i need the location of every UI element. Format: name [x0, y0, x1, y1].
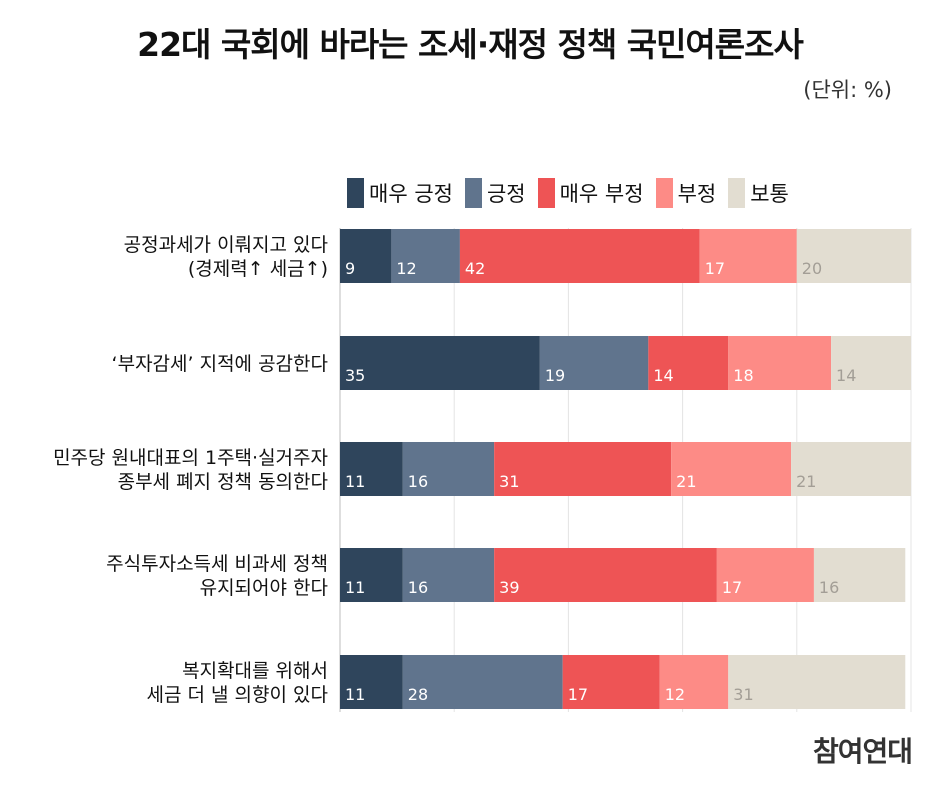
- bar-segment: [402, 655, 563, 709]
- data-label: 21: [796, 472, 816, 491]
- legend-swatch: [464, 178, 482, 208]
- legend-swatch: [728, 178, 746, 208]
- bar-segment: [791, 442, 911, 496]
- category-label: 주식투자소득세 비과세 정책: [106, 553, 328, 575]
- data-label: 42: [465, 259, 485, 278]
- bar-segment: [340, 336, 540, 390]
- data-label: 11: [345, 578, 365, 597]
- bar-segment: [402, 442, 495, 496]
- bar-segment: [831, 336, 911, 390]
- data-label: 11: [345, 472, 365, 491]
- bar-segment: [539, 336, 649, 390]
- bar-segment: [716, 548, 814, 602]
- legend-item: 보통: [728, 178, 789, 208]
- bar-segment: [340, 655, 403, 709]
- bar-segment: [728, 336, 832, 390]
- category-label: 공정과세가 이뤄지고 있다: [124, 234, 328, 256]
- category-label: ‘부자감세’ 지적에 공감한다: [112, 353, 328, 375]
- data-label: 16: [408, 578, 428, 597]
- data-label: 20: [802, 259, 822, 278]
- legend-label: 부정: [677, 182, 717, 206]
- bar-segment: [391, 229, 460, 283]
- category-label: 민주당 원내대표의 1주택·실거주자: [53, 447, 328, 469]
- legend-label: 긍정: [486, 182, 526, 206]
- data-label: 17: [705, 259, 725, 278]
- legend: 매우 긍정 긍정 매우 부정 부정 보통: [347, 178, 801, 208]
- bar-segment: [459, 229, 700, 283]
- bar-segment: [494, 548, 717, 602]
- legend-item: 매우 부정: [537, 178, 644, 208]
- data-label: 35: [345, 366, 365, 385]
- category-label: 종부세 폐지 정책 동의한다: [118, 471, 328, 493]
- data-label: 16: [819, 578, 839, 597]
- legend-swatch: [537, 178, 555, 208]
- bar-segment: [813, 548, 906, 602]
- data-label: 9: [345, 259, 355, 278]
- data-label: 19: [545, 366, 565, 385]
- data-label: 28: [408, 685, 428, 704]
- bar-segment: [340, 229, 392, 283]
- category-label: 유지되어야 한다: [200, 577, 328, 599]
- category-label: (경제력↑ 세금↑): [188, 258, 328, 280]
- legend-item: 부정: [655, 178, 717, 208]
- data-label: 18: [733, 366, 753, 385]
- bar-segment: [340, 548, 403, 602]
- legend-label: 보통: [750, 182, 789, 206]
- bar-segment: [659, 655, 729, 709]
- data-label: 39: [499, 578, 519, 597]
- data-label: 17: [568, 685, 588, 704]
- unit-label: (단위: %): [803, 78, 892, 102]
- legend-item: 매우 긍정: [347, 178, 453, 208]
- bar-segment: [648, 336, 729, 390]
- category-label: 복지확대를 위해서: [182, 660, 328, 682]
- bar-segment: [699, 229, 797, 283]
- data-label: 12: [396, 259, 416, 278]
- bar-segment: [494, 442, 672, 496]
- data-label: 31: [499, 472, 519, 491]
- data-label: 31: [733, 685, 753, 704]
- legend-label: 매우 긍정: [369, 182, 453, 206]
- category-label: 세금 더 낼 의향이 있다: [147, 684, 328, 706]
- legend-swatch: [347, 178, 364, 208]
- data-label: 11: [345, 685, 365, 704]
- bar-segment: [728, 655, 906, 709]
- bar-segment: [562, 655, 660, 709]
- data-label: 21: [676, 472, 696, 491]
- bar-segment: [796, 229, 911, 283]
- brand-logo: 참여연대: [812, 735, 913, 768]
- data-label: 16: [408, 472, 428, 491]
- chart-title: 22대 국회에 바라는 조세·재정 정책 국민여론조사: [137, 25, 804, 64]
- bar-segment: [671, 442, 792, 496]
- data-label: 17: [722, 578, 742, 597]
- legend-swatch: [655, 178, 673, 208]
- data-label: 12: [665, 685, 685, 704]
- bar-segment: [340, 442, 403, 496]
- legend-label: 매우 부정: [559, 182, 644, 206]
- data-label: 14: [653, 366, 673, 385]
- data-label: 14: [836, 366, 856, 385]
- bar-segment: [402, 548, 495, 602]
- legend-item: 긍정: [464, 178, 526, 208]
